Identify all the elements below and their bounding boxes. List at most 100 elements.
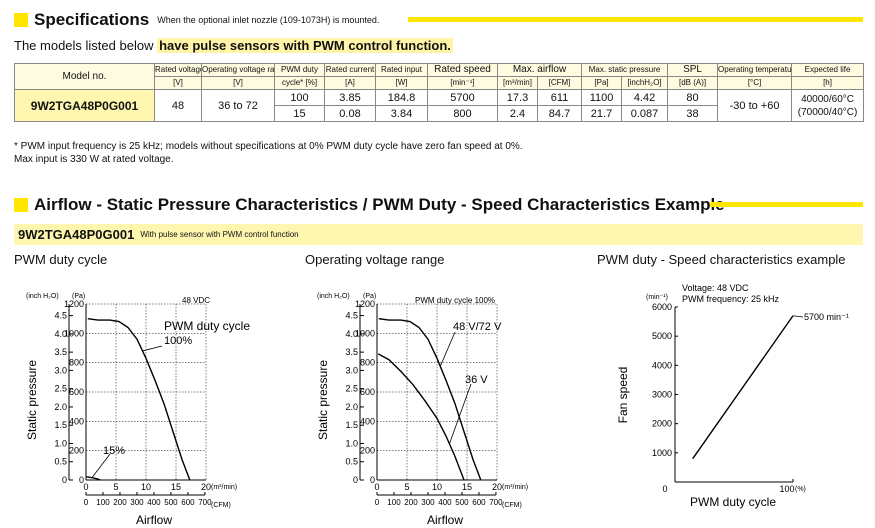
chart-axes: 02004006008001000120000.51.01.52.02.53.0… [54,299,212,507]
chart-condition: 48 VDC [182,296,210,305]
x-tick-label: 0 [662,484,667,494]
yellow-square-icon [14,198,28,212]
y-tick-label: 400 [360,416,375,426]
y2-tick-label: 0.5 [345,457,358,467]
airflow-cfm: 84.7 [536,105,583,122]
y-units-left: (inch H₂O) [317,293,350,300]
y2-tick-label: 3.5 [345,347,358,357]
x2-tick-label: 200 [404,498,418,507]
x2-tick-label: 500 [164,498,178,507]
pressure-inch: 0.087 [621,105,669,122]
unit-airflow-cfm: [CFM] [536,76,583,90]
y2-tick-label: 1.5 [345,420,358,430]
y-tick-label: 200 [360,446,375,456]
header-expected-life: Expected life [791,63,865,77]
chart3-title: PWM duty - Speed characteristics example [597,252,846,267]
end-label: 5700 min⁻¹ [804,312,849,322]
y-units-left: (inch H₂O) [26,293,59,300]
x-label: Airflow [427,513,463,527]
x2-tick-label: 300 [421,498,435,507]
y-tick-label: 4000 [652,360,672,370]
x-units: (m³/min) [211,484,237,491]
models-statement: The models listed below have pulse senso… [14,38,453,53]
y2-tick-label: 2.0 [54,402,67,412]
model-note: With pulse sensor with PWM control funct… [140,230,299,239]
annotation-title: PWM duty cycle [164,319,250,333]
x2-units: (CFM) [211,502,231,509]
leader-line-15 [91,453,111,478]
y2-tick-label: 3.0 [345,365,358,375]
y-tick-label: 800 [69,358,84,368]
models-highlight: have pulse sensors with PWM control func… [157,38,453,53]
condition-voltage: Voltage: 48 VDC [682,283,749,293]
pwm-duty: 15 [274,105,325,122]
y-tick-label: 600 [360,387,375,397]
condition-frequency: PWM frequency: 25 kHz [682,294,780,304]
y-label: Fan speed [616,367,630,424]
yellow-square-icon [14,13,28,27]
y2-tick-label: 0 [62,475,67,485]
y2-tick-label: 4.5 [54,311,67,321]
series-label-36v: 36 V [465,374,488,386]
x-units: (m³/min) [502,484,528,491]
y-label: Static pressure [25,360,39,440]
rated-current: 0.08 [324,105,376,122]
rated-input: 184.8 [375,89,428,106]
operating-temperature: -30 to +60 [717,89,793,122]
pwm-duty-chart: 02004006008001000120000.51.01.52.02.53.0… [25,293,250,527]
y2-tick-label: 1.0 [54,438,67,448]
x-units: (%) [795,486,806,493]
spl: 80 [667,89,719,106]
y-tick-label: 1000 [652,448,672,458]
x-tick-label: 0 [374,482,379,492]
unit-rated-current: [A] [324,76,376,90]
x-label: Airflow [136,513,172,527]
x2-tick-label: 300 [130,498,144,507]
characteristics-header: Airflow - Static Pressure Characteristic… [14,195,725,215]
y-units-right: (Pa) [363,293,376,300]
unit-rated-voltage: [V] [154,76,202,90]
expected-life-secondary: (70000/40°C) [797,106,858,118]
spec-table: Model no. Rated voltage Operating voltag… [14,63,865,122]
characteristics-title: Airflow - Static Pressure Characteristic… [34,195,725,214]
airflow-m3: 2.4 [497,105,538,122]
series-line [377,353,465,481]
unit-rated-input: [W] [375,76,428,90]
y-tick-label: 800 [360,358,375,368]
x2-tick-label: 600 [472,498,486,507]
x2-tick-label: 0 [375,498,380,507]
x-tick-label: 10 [141,482,151,492]
y-tick-label: 2000 [652,419,672,429]
unit-pwm-duty: cycle* [%] [274,76,325,90]
y2-tick-label: 3.0 [54,365,67,375]
chart-curves [692,315,804,460]
header-rule [408,17,863,22]
rated-current: 3.85 [324,89,376,106]
series-label-48-72v: 48 V/72 V [453,321,502,333]
y-tick-label: 5000 [652,331,672,341]
operating-voltage-range: 36 to 72 [201,89,275,122]
table-row: 15 0.08 3.84 800 2.4 84.7 21.7 0.087 38 [15,105,864,122]
leader-line-48-72v [440,331,456,366]
series-line [86,476,101,481]
y-units: (min⁻¹) [646,294,668,301]
unit-airflow-m3: [m³/min] [497,76,538,90]
rated-input: 3.84 [375,105,428,122]
unit-operating-temperature: [°C] [717,76,793,90]
x-tick-label: 5 [404,482,409,492]
y-tick-label: 3000 [652,390,672,400]
unit-expected-life: [h] [791,76,865,90]
x-tick-label: 10 [432,482,442,492]
y2-tick-label: 2.5 [54,384,67,394]
x2-tick-label: 700 [198,498,212,507]
y-tick-label: 0 [79,475,84,485]
x-tick-label: 20 [492,482,502,492]
chart-condition: PWM duty cycle 100% [415,296,495,305]
x-tick-label: 20 [201,482,211,492]
header-model: Model no. [14,63,155,90]
chart1-title: PWM duty cycle [14,252,108,267]
unit-operating-voltage: [V] [201,76,275,90]
footnote-pwm: * PWM input frequency is 25 kHz; models … [14,141,523,152]
chart-axes: 02004006008001000120000.51.01.52.02.53.0… [345,299,503,507]
header-operating-temperature: Operating temperature [717,63,793,77]
